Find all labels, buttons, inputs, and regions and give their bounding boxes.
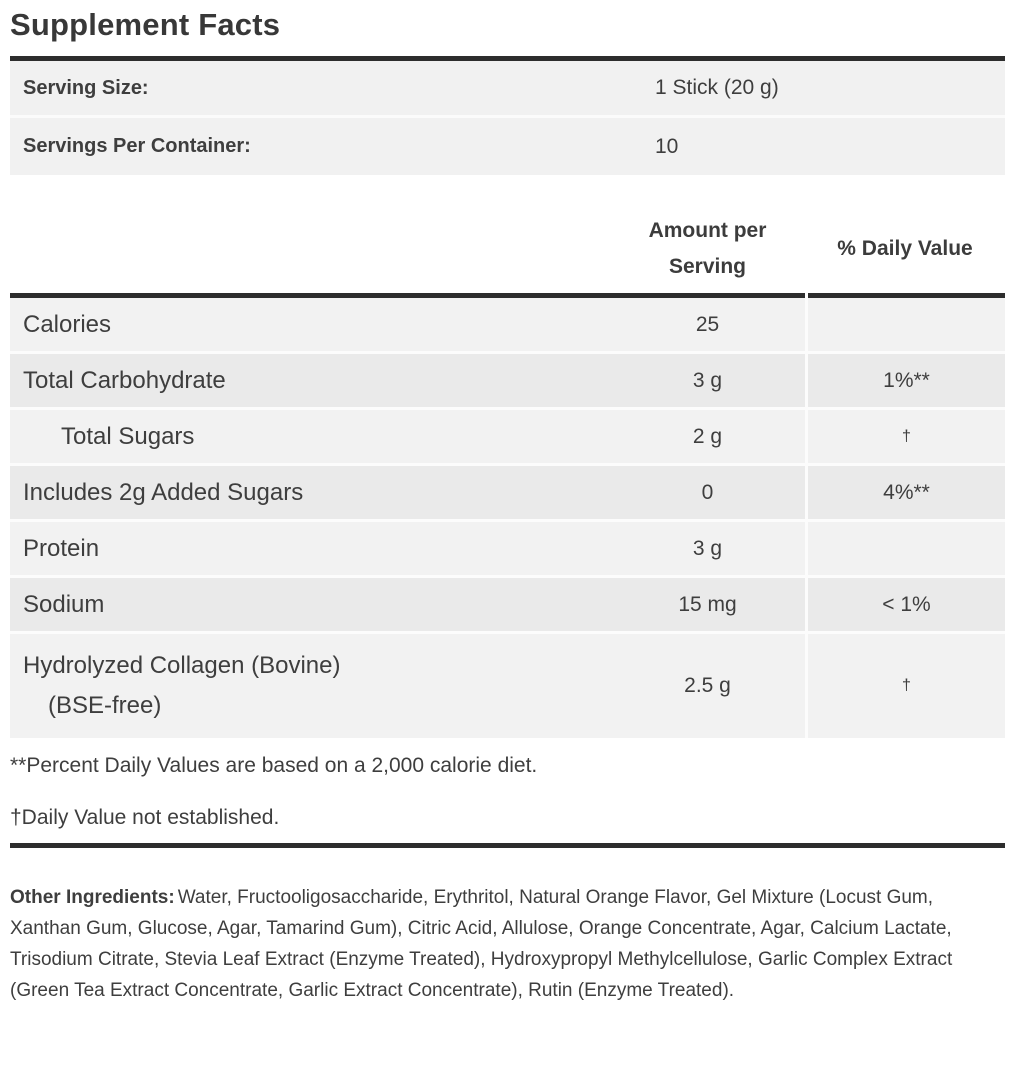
row-label: Total Sugars [61, 422, 195, 450]
daily-value-header: % Daily Value [837, 237, 973, 260]
row-amount: 15 mg [678, 592, 737, 616]
header-rule-notch [805, 293, 808, 298]
footnote-percent-daily-values: **Percent Daily Values are based on a 2,… [10, 754, 538, 777]
row-daily-value: < 1% [805, 578, 1005, 631]
other-ingredients-label: Other Ingredients: [10, 887, 175, 908]
servings-per-container-label: Servings Per Container: [23, 135, 251, 157]
ingredients-rule [10, 843, 1005, 848]
row-amount: 2 g [692, 424, 723, 448]
row-label: Sodium [23, 590, 105, 618]
footnote-daily-value-not-established: †Daily Value not established. [10, 806, 280, 829]
table-row-hydrolyzed-collagen: Hydrolyzed Collagen (Bovine) (BSE-free) … [10, 634, 1005, 738]
serving-info-table: Serving Size: 1 Stick (20 g) Servings Pe… [10, 61, 1005, 175]
page-title: Supplement Facts [10, 7, 281, 42]
row-daily-value: † [805, 410, 1005, 463]
row-amount: 3 g [692, 536, 723, 560]
table-row-protein: Protein 3 g [10, 522, 1005, 578]
serving-size-row: Serving Size: 1 Stick (20 g) [10, 61, 1005, 118]
servings-per-container-value: 10 [655, 134, 679, 158]
row-daily-value: 4%** [805, 466, 1005, 519]
row-daily-value [805, 522, 1005, 575]
other-ingredients-paragraph: Other Ingredients: Water, Fructooligosacc… [10, 882, 1000, 1006]
top-rule [10, 56, 1005, 61]
row-daily-value [805, 298, 1005, 351]
row-amount: 0 [701, 480, 714, 504]
row-amount: 3 g [692, 368, 723, 392]
nutrition-table-header: Amount per Serving % Daily Value [10, 205, 1005, 293]
row-daily-value: 1%** [805, 354, 1005, 407]
header-rule [10, 293, 1005, 298]
row-amount: 2.5 g [684, 674, 731, 697]
other-ingredients-text: Water, Fructooligosaccharide, Erythritol… [10, 887, 953, 1001]
table-row-calories: Calories 25 [10, 298, 1005, 354]
nutrition-table-body: Calories 25 Total Carbohydrate 3 g 1%** … [10, 298, 1005, 738]
table-row-total-carbohydrate: Total Carbohydrate 3 g 1%** [10, 354, 1005, 410]
row-label: Includes 2g Added Sugars [23, 478, 304, 506]
row-label: Calories [23, 310, 112, 338]
row-amount: 25 [695, 312, 720, 336]
serving-size-label: Serving Size: [23, 76, 149, 99]
row-daily-value: † [805, 634, 1005, 738]
row-label: Total Carbohydrate [23, 366, 226, 394]
row-label: Hydrolyzed Collagen (Bovine) [23, 652, 341, 679]
amount-per-serving-header: Amount per Serving [648, 219, 767, 278]
table-row-sodium: Sodium 15 mg < 1% [10, 578, 1005, 634]
row-label: Protein [23, 534, 100, 562]
table-row-total-sugars: Total Sugars 2 g † [10, 410, 1005, 466]
serving-size-value: 1 Stick (20 g) [655, 76, 779, 99]
servings-per-container-row: Servings Per Container: 10 [10, 118, 1005, 175]
row-label-line2: (BSE-free) [48, 692, 162, 719]
table-row-added-sugars: Includes 2g Added Sugars 0 4%** [10, 466, 1005, 522]
